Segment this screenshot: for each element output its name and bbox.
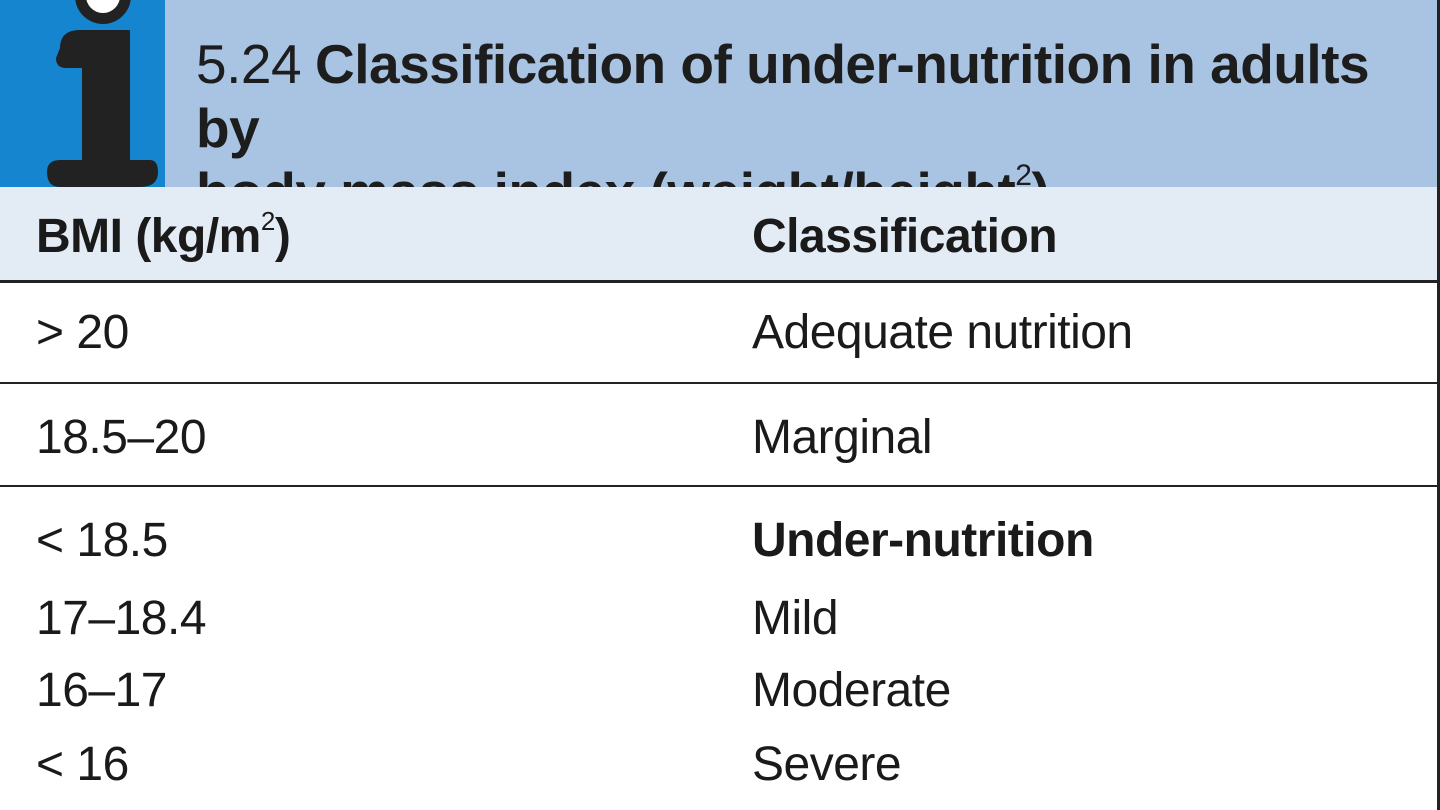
table-row: 18.5–20 Marginal <box>0 384 1437 487</box>
classification-cell: Severe <box>752 738 902 791</box>
bmi-cell: < 16 <box>36 738 129 791</box>
bmi-cell: > 20 <box>36 306 129 359</box>
info-icon <box>0 0 165 187</box>
classification-cell: Marginal <box>752 411 933 464</box>
table-header: 5.24 Classification of under-nutrition in… <box>0 0 1437 223</box>
bmi-cell: 17–18.4 <box>36 592 207 645</box>
title-superscript: 2 <box>1015 159 1032 192</box>
bmi-cell: < 18.5 <box>36 514 168 567</box>
column-header-row: BMI (kg/m2) Classification <box>0 187 1437 283</box>
classification-cell: Moderate <box>752 664 951 717</box>
table-row: > 20 Adequate nutrition <box>0 283 1437 384</box>
title-line-1: Classification of under-nutrition in adu… <box>196 33 1370 159</box>
column-header-bmi-suffix: ) <box>274 210 291 263</box>
classification-cell: Under-nutrition <box>752 514 1094 567</box>
classification-cell: Mild <box>752 592 839 645</box>
column-header-bmi-text: BMI (kg/m <box>36 210 261 263</box>
table-row-group: < 18.5 Under-nutrition 17–18.4 Mild 16–1… <box>0 487 1437 810</box>
bmi-cell: 18.5–20 <box>36 411 207 464</box>
bmi-cell: 16–17 <box>36 664 167 717</box>
column-header-bmi: BMI (kg/m2) <box>36 206 291 265</box>
table-number: 5.24 <box>196 33 302 95</box>
column-header-classification: Classification <box>752 210 1058 263</box>
classification-cell: Adequate nutrition <box>752 306 1133 359</box>
column-header-bmi-sup: 2 <box>260 206 275 236</box>
